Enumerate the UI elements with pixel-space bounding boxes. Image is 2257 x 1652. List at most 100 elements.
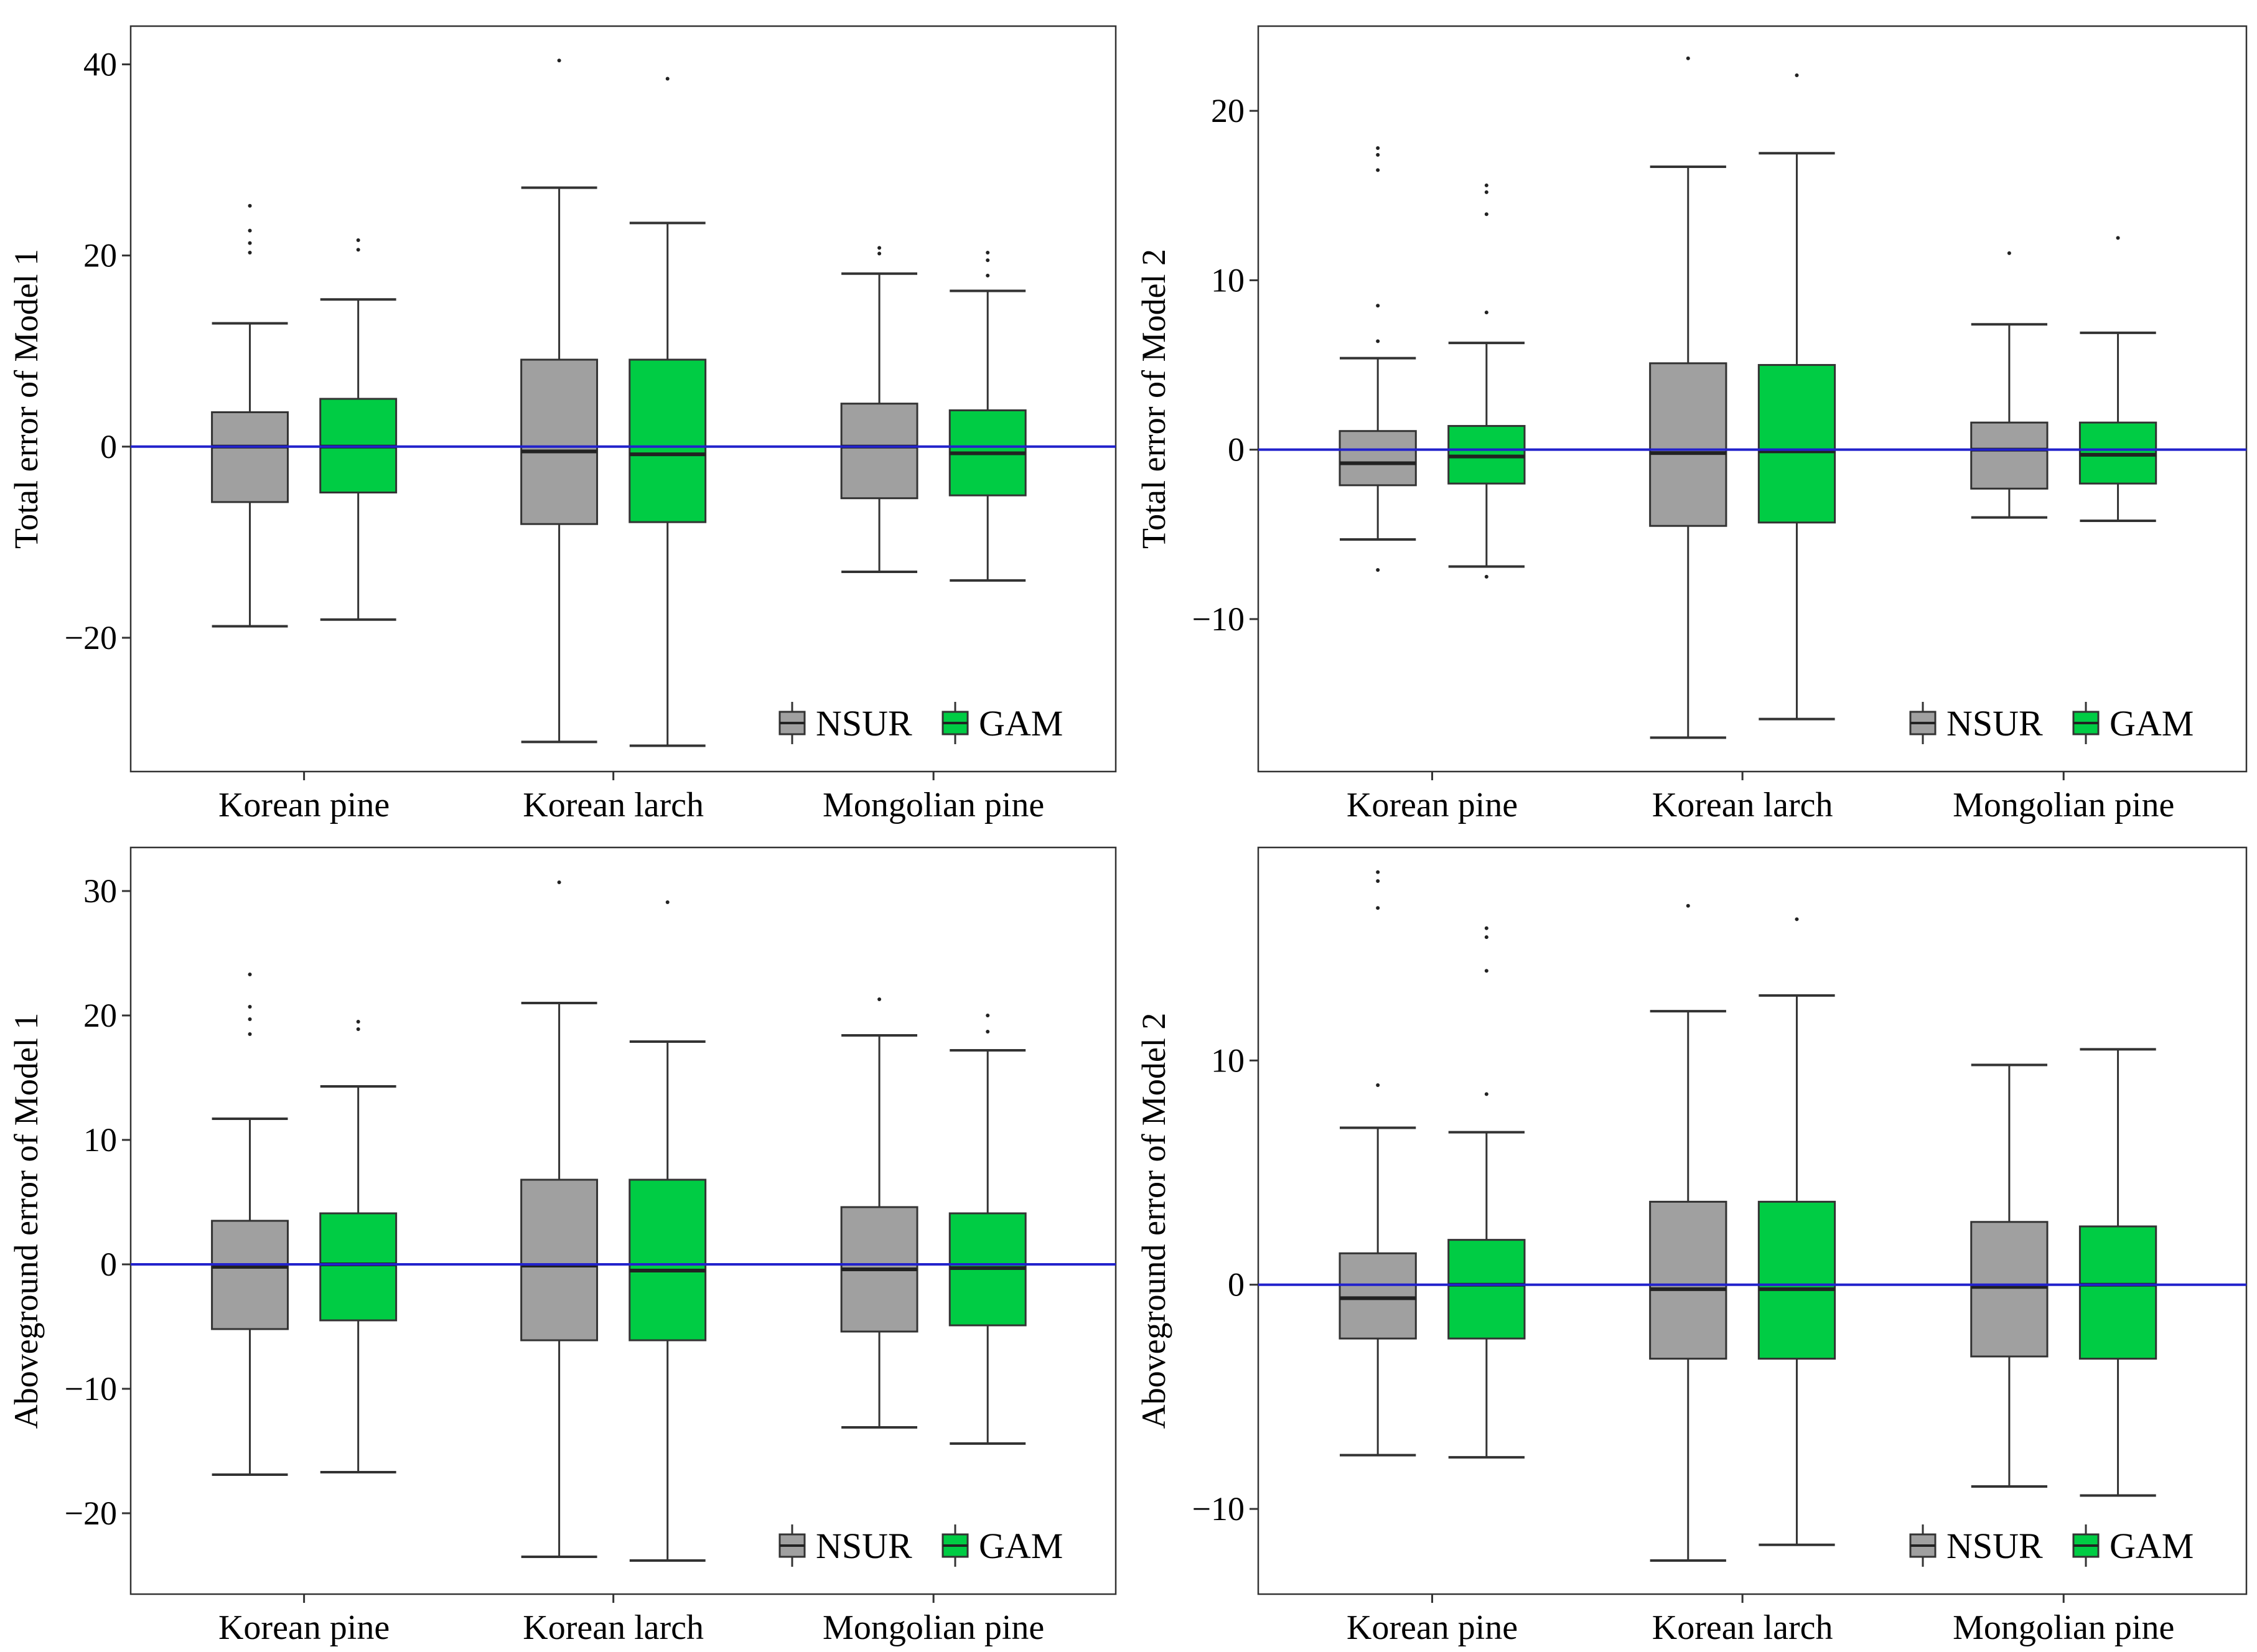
box-iqr <box>520 1178 599 1342</box>
outlier-point <box>1484 935 1488 940</box>
y-tick-label: 10 <box>1211 1042 1245 1079</box>
y-axis-title: Total error of Model 1 <box>7 249 45 549</box>
outlier-point <box>2007 251 2011 255</box>
outlier-point <box>248 1005 252 1009</box>
x-category-label: Korean larch <box>523 786 704 824</box>
outlier-point <box>1376 567 1380 572</box>
box-iqr <box>1970 421 2049 490</box>
x-category-label: Korean pine <box>1347 786 1518 824</box>
legend-key-gam <box>2072 702 2100 744</box>
box-nsur-2 <box>840 246 918 573</box>
box-iqr <box>319 1212 398 1322</box>
y-tick-label: 0 <box>100 428 117 465</box>
y-axis-title: Aboveground error of Model 2 <box>1135 1013 1172 1429</box>
box-iqr <box>211 411 289 503</box>
box-nsur-2 <box>840 997 918 1429</box>
outlier-point <box>1376 906 1380 910</box>
legend-key-gam <box>942 702 969 744</box>
outlier-point <box>877 997 882 1001</box>
x-category-label: Mongolian pine <box>1953 786 2174 824</box>
outlier-point <box>248 251 252 255</box>
box-iqr <box>2078 1225 2157 1360</box>
panel-frame <box>129 25 1117 773</box>
chart-panel-3: −20 −10 0 10 20 30 Aboveground error of Model … <box>7 846 1117 1647</box>
outlier-point <box>1376 168 1380 172</box>
y-tick-label: 40 <box>83 45 117 83</box>
chart-panel-2: −10 0 10 20 Total error of Model 2 Korean pin… <box>1135 25 2248 824</box>
y-tick-label: 20 <box>83 237 117 274</box>
x-category-label: Mongolian pine <box>1953 1608 2174 1647</box>
legend-key-gam <box>2072 1524 2100 1567</box>
y-tick-label: 20 <box>1211 92 1245 129</box>
outlier-point <box>1376 870 1380 874</box>
legend-key-gam <box>942 1524 969 1567</box>
legend: NSUR GAM <box>1909 1524 2194 1567</box>
box-iqr <box>1339 430 1417 487</box>
outlier-point <box>248 973 252 976</box>
legend-key-nsur <box>1909 1524 1937 1567</box>
outlier-point <box>1376 152 1380 157</box>
outlier-point <box>1376 304 1380 308</box>
y-tick-label: −20 <box>65 1495 117 1532</box>
outlier-point <box>877 246 882 250</box>
legend: NSUR GAM <box>778 1524 1063 1567</box>
outlier-point <box>665 900 670 904</box>
x-category-label: Mongolian pine <box>823 786 1044 824</box>
box-nsur-2 <box>1970 1063 2049 1488</box>
x-category-label: Mongolian pine <box>823 1608 1044 1647</box>
legend-label: NSUR <box>816 1526 912 1566</box>
legend: NSUR GAM <box>1909 702 2194 744</box>
box-nsur-1 <box>1649 56 1727 739</box>
legend-label: GAM <box>2110 1526 2194 1566</box>
legend-key-nsur <box>778 1524 806 1567</box>
outlier-point <box>1376 879 1380 884</box>
outlier-point <box>665 77 670 81</box>
legend: NSUR GAM <box>778 702 1063 744</box>
box-gam-1 <box>1757 73 1836 721</box>
panel-frame <box>1257 846 2248 1595</box>
y-tick-label: −10 <box>65 1370 117 1407</box>
legend-label: GAM <box>2110 703 2194 744</box>
legend-label: NSUR <box>1946 1526 2043 1566</box>
outlier-point <box>1484 969 1488 973</box>
box-gam-2 <box>2078 236 2157 523</box>
outlier-point <box>1484 926 1488 930</box>
box-gam-2 <box>948 251 1027 582</box>
outlier-point <box>1686 56 1690 60</box>
legend-label: NSUR <box>816 703 912 744</box>
outlier-point <box>356 238 360 243</box>
outlier-point <box>356 1027 360 1031</box>
outlier-point <box>557 58 561 63</box>
y-axis-title: Total error of Model 2 <box>1135 249 1172 549</box>
chart-panel-1: −20 0 20 40 Total error of Model 1 Korean pin… <box>7 25 1117 824</box>
box-gam-1 <box>629 77 707 747</box>
box-gam-1 <box>629 900 707 1562</box>
box-iqr <box>520 358 599 525</box>
outlier-point <box>1376 146 1380 151</box>
box-gam-0 <box>1447 183 1526 579</box>
box-nsur-0 <box>1339 870 1417 1457</box>
outlier-point <box>986 251 990 255</box>
box-iqr <box>1649 1200 1727 1360</box>
outlier-point <box>248 1017 252 1021</box>
outlier-point <box>557 880 561 884</box>
y-tick-label: −20 <box>65 619 117 656</box>
x-category-label: Korean pine <box>218 1608 390 1647</box>
outlier-point <box>356 1020 360 1024</box>
outlier-point <box>2116 236 2120 240</box>
box-iqr <box>1339 1252 1417 1340</box>
outlier-point <box>1795 73 1799 77</box>
box-iqr <box>211 1220 289 1330</box>
y-tick-label: 20 <box>83 997 117 1034</box>
x-category-label: Korean pine <box>218 786 390 824</box>
box-iqr <box>1757 364 1836 524</box>
legend-label: GAM <box>979 703 1063 744</box>
chart-panel-4: −10 0 10 Aboveground error of Model 2 Korean… <box>1135 846 2248 1647</box>
box-iqr <box>1447 1239 1526 1340</box>
box-gam-2 <box>948 1014 1027 1445</box>
outlier-point <box>986 1014 990 1017</box>
outlier-point <box>986 273 990 278</box>
box-nsur-1 <box>520 880 599 1558</box>
outlier-point <box>248 1032 252 1036</box>
outlier-point <box>1484 1092 1488 1096</box>
